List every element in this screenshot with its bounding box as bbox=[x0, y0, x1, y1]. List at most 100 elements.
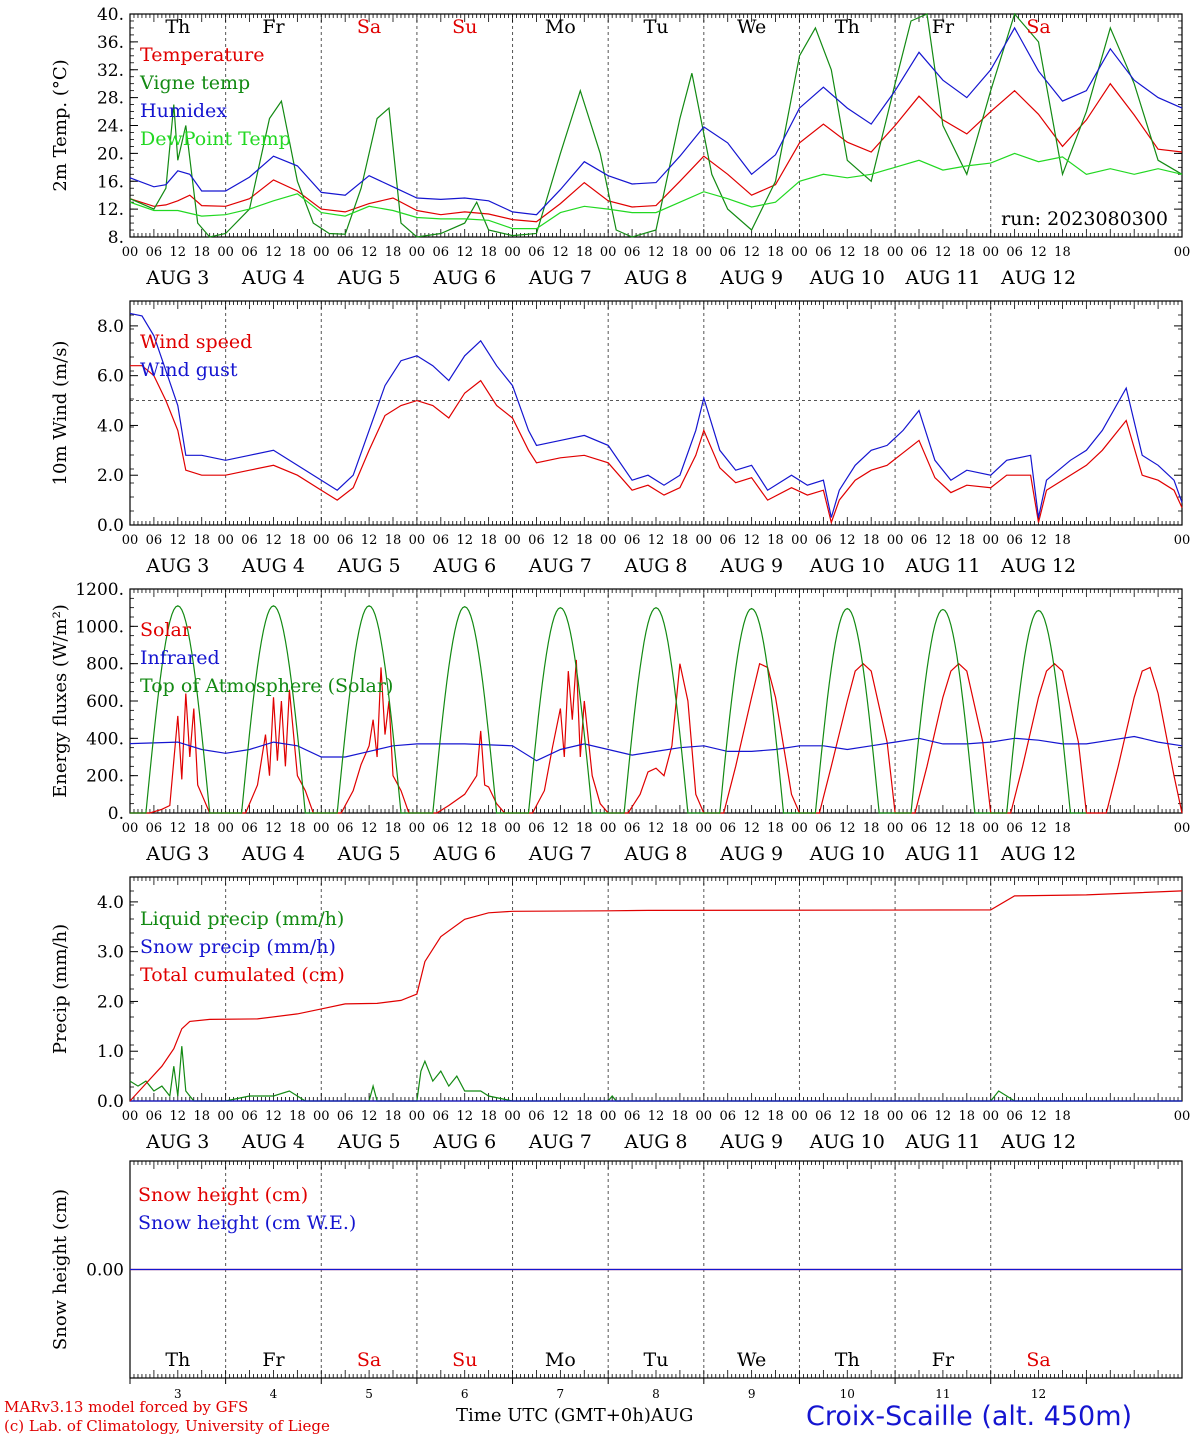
day-name: Fr bbox=[932, 1349, 955, 1371]
x-hour-label: 18 bbox=[480, 533, 497, 548]
x-hour-label: 18 bbox=[480, 1109, 497, 1124]
x-hour-label: 12 bbox=[1030, 533, 1047, 548]
x-hour-label: 12 bbox=[456, 1109, 473, 1124]
legend-label: Snow precip (mm/h) bbox=[140, 936, 336, 958]
x-hour-label: 00 bbox=[409, 533, 426, 548]
x-date-label: AUG 8 bbox=[623, 267, 687, 289]
series-line-top-of-atmosphere-solar- bbox=[130, 605, 1087, 814]
legend-label: Solar bbox=[140, 619, 192, 641]
x-hour-label: 06 bbox=[624, 1109, 641, 1124]
x-hour-label: 00 bbox=[600, 1109, 617, 1124]
x-hour-label: 18 bbox=[289, 245, 306, 260]
day-name: Su bbox=[452, 16, 477, 38]
day-name: Mo bbox=[545, 16, 576, 38]
x-hour-label: 12 bbox=[456, 821, 473, 836]
x-hour-label: 06 bbox=[528, 533, 545, 548]
x-date-label: AUG 4 bbox=[241, 555, 305, 577]
x-hour-label: 06 bbox=[1006, 821, 1023, 836]
x-date-number: 10 bbox=[840, 1387, 855, 1401]
x-date-label: AUG 10 bbox=[809, 267, 885, 289]
x-hour-label: 12 bbox=[265, 245, 282, 260]
y-tick-label: 36. bbox=[97, 33, 124, 53]
x-hour-label: 12 bbox=[935, 245, 952, 260]
x-hour-label: 06 bbox=[624, 245, 641, 260]
x-hour-label: 00 bbox=[1174, 821, 1191, 836]
day-name: We bbox=[737, 16, 766, 38]
x-date-label: AUG 4 bbox=[241, 267, 305, 289]
x-hour-label: 00 bbox=[217, 533, 234, 548]
x-hour-label: 18 bbox=[1054, 821, 1071, 836]
x-hour-label: 18 bbox=[863, 533, 880, 548]
x-hour-label: 06 bbox=[1006, 1109, 1023, 1124]
y-tick-label: 20. bbox=[97, 144, 124, 164]
y-tick-label: 4.0 bbox=[97, 416, 124, 436]
x-hour-label: 12 bbox=[552, 245, 569, 260]
series-line-wind-gust bbox=[129, 312, 1183, 518]
panel-3: 0. 200. 400. 600. 800. 1000. 1200.Energy fluxe… bbox=[50, 580, 1190, 865]
x-hour-label: 12 bbox=[1030, 245, 1047, 260]
x-date-label: AUG 7 bbox=[528, 267, 592, 289]
y-tick-label: 1.0 bbox=[97, 1042, 124, 1062]
day-name: Fr bbox=[932, 16, 955, 38]
x-hour-label: 00 bbox=[504, 245, 521, 260]
x-date-label: AUG 12 bbox=[1000, 1131, 1076, 1153]
x-date-label: AUG 3 bbox=[145, 555, 209, 577]
x-date-number: 6 bbox=[461, 1387, 469, 1401]
x-hour-label: 06 bbox=[241, 245, 258, 260]
x-hour-label: 00 bbox=[1174, 533, 1191, 548]
x-date-label: AUG 8 bbox=[623, 843, 687, 865]
x-hour-label: 12 bbox=[935, 821, 952, 836]
x-date-label: AUG 7 bbox=[528, 1131, 592, 1153]
x-hour-label: 00 bbox=[696, 245, 713, 260]
x-hour-label: 18 bbox=[480, 245, 497, 260]
day-name: Sa bbox=[357, 1349, 381, 1371]
x-hour-label: 06 bbox=[146, 533, 163, 548]
x-hour-label: 18 bbox=[480, 821, 497, 836]
x-hour-label: 00 bbox=[122, 533, 139, 548]
x-hour-label: 18 bbox=[385, 533, 402, 548]
x-hour-label: 06 bbox=[433, 533, 450, 548]
x-hour-label: 06 bbox=[337, 533, 354, 548]
x-date-number: 7 bbox=[557, 1387, 565, 1401]
x-hour-label: 18 bbox=[959, 245, 976, 260]
x-date-label: AUG 3 bbox=[145, 267, 209, 289]
x-hour-label: 00 bbox=[982, 821, 999, 836]
x-hour-label: 06 bbox=[1006, 533, 1023, 548]
x-hour-label: 00 bbox=[409, 245, 426, 260]
series-line-humidex bbox=[129, 26, 1183, 216]
x-date-number: 11 bbox=[935, 1387, 950, 1401]
x-hour-label: 12 bbox=[170, 821, 187, 836]
x-date-label: AUG 4 bbox=[241, 1131, 305, 1153]
x-hour-label: 00 bbox=[122, 245, 139, 260]
x-hour-label: 18 bbox=[1054, 245, 1071, 260]
x-date-number: 4 bbox=[270, 1387, 278, 1401]
x-hour-label: 00 bbox=[696, 533, 713, 548]
x-hour-label: 18 bbox=[672, 821, 689, 836]
y-tick-label: 600. bbox=[86, 692, 124, 712]
x-hour-label: 18 bbox=[959, 533, 976, 548]
x-hour-label: 12 bbox=[361, 821, 378, 836]
model-line: MARv3.13 model forced by GFS bbox=[4, 1398, 249, 1416]
x-hour-label: 06 bbox=[815, 533, 832, 548]
x-hour-label: 06 bbox=[528, 1109, 545, 1124]
legend-label: Vigne temp bbox=[139, 72, 250, 94]
y-tick-label: 16. bbox=[97, 172, 124, 192]
x-date-label: AUG 10 bbox=[809, 1131, 885, 1153]
x-date-label: AUG 5 bbox=[337, 267, 401, 289]
x-date-label: AUG 11 bbox=[904, 267, 980, 289]
panel-frame bbox=[129, 13, 1183, 238]
legend-label: Wind speed bbox=[140, 331, 252, 353]
x-hour-label: 12 bbox=[361, 1109, 378, 1124]
x-hour-label: 06 bbox=[719, 821, 736, 836]
panel-4: 0.0 1.0 2.0 3.0 4.0 Precip (mm/h) Liquid preci… bbox=[50, 876, 1190, 1153]
x-hour-label: 12 bbox=[170, 533, 187, 548]
panel-2: 0.0 2.0 4.0 6.0 8.0 10m Wind (m/s) Wind speed W… bbox=[50, 300, 1191, 577]
x-hour-label: 00 bbox=[791, 533, 808, 548]
y-tick-label: 1200. bbox=[75, 580, 124, 600]
x-hour-label: 06 bbox=[433, 245, 450, 260]
y-tick-label: 1000. bbox=[75, 617, 124, 637]
day-name: We bbox=[737, 1349, 766, 1371]
x-hour-label: 18 bbox=[1054, 533, 1071, 548]
x-hour-label: 00 bbox=[313, 245, 330, 260]
